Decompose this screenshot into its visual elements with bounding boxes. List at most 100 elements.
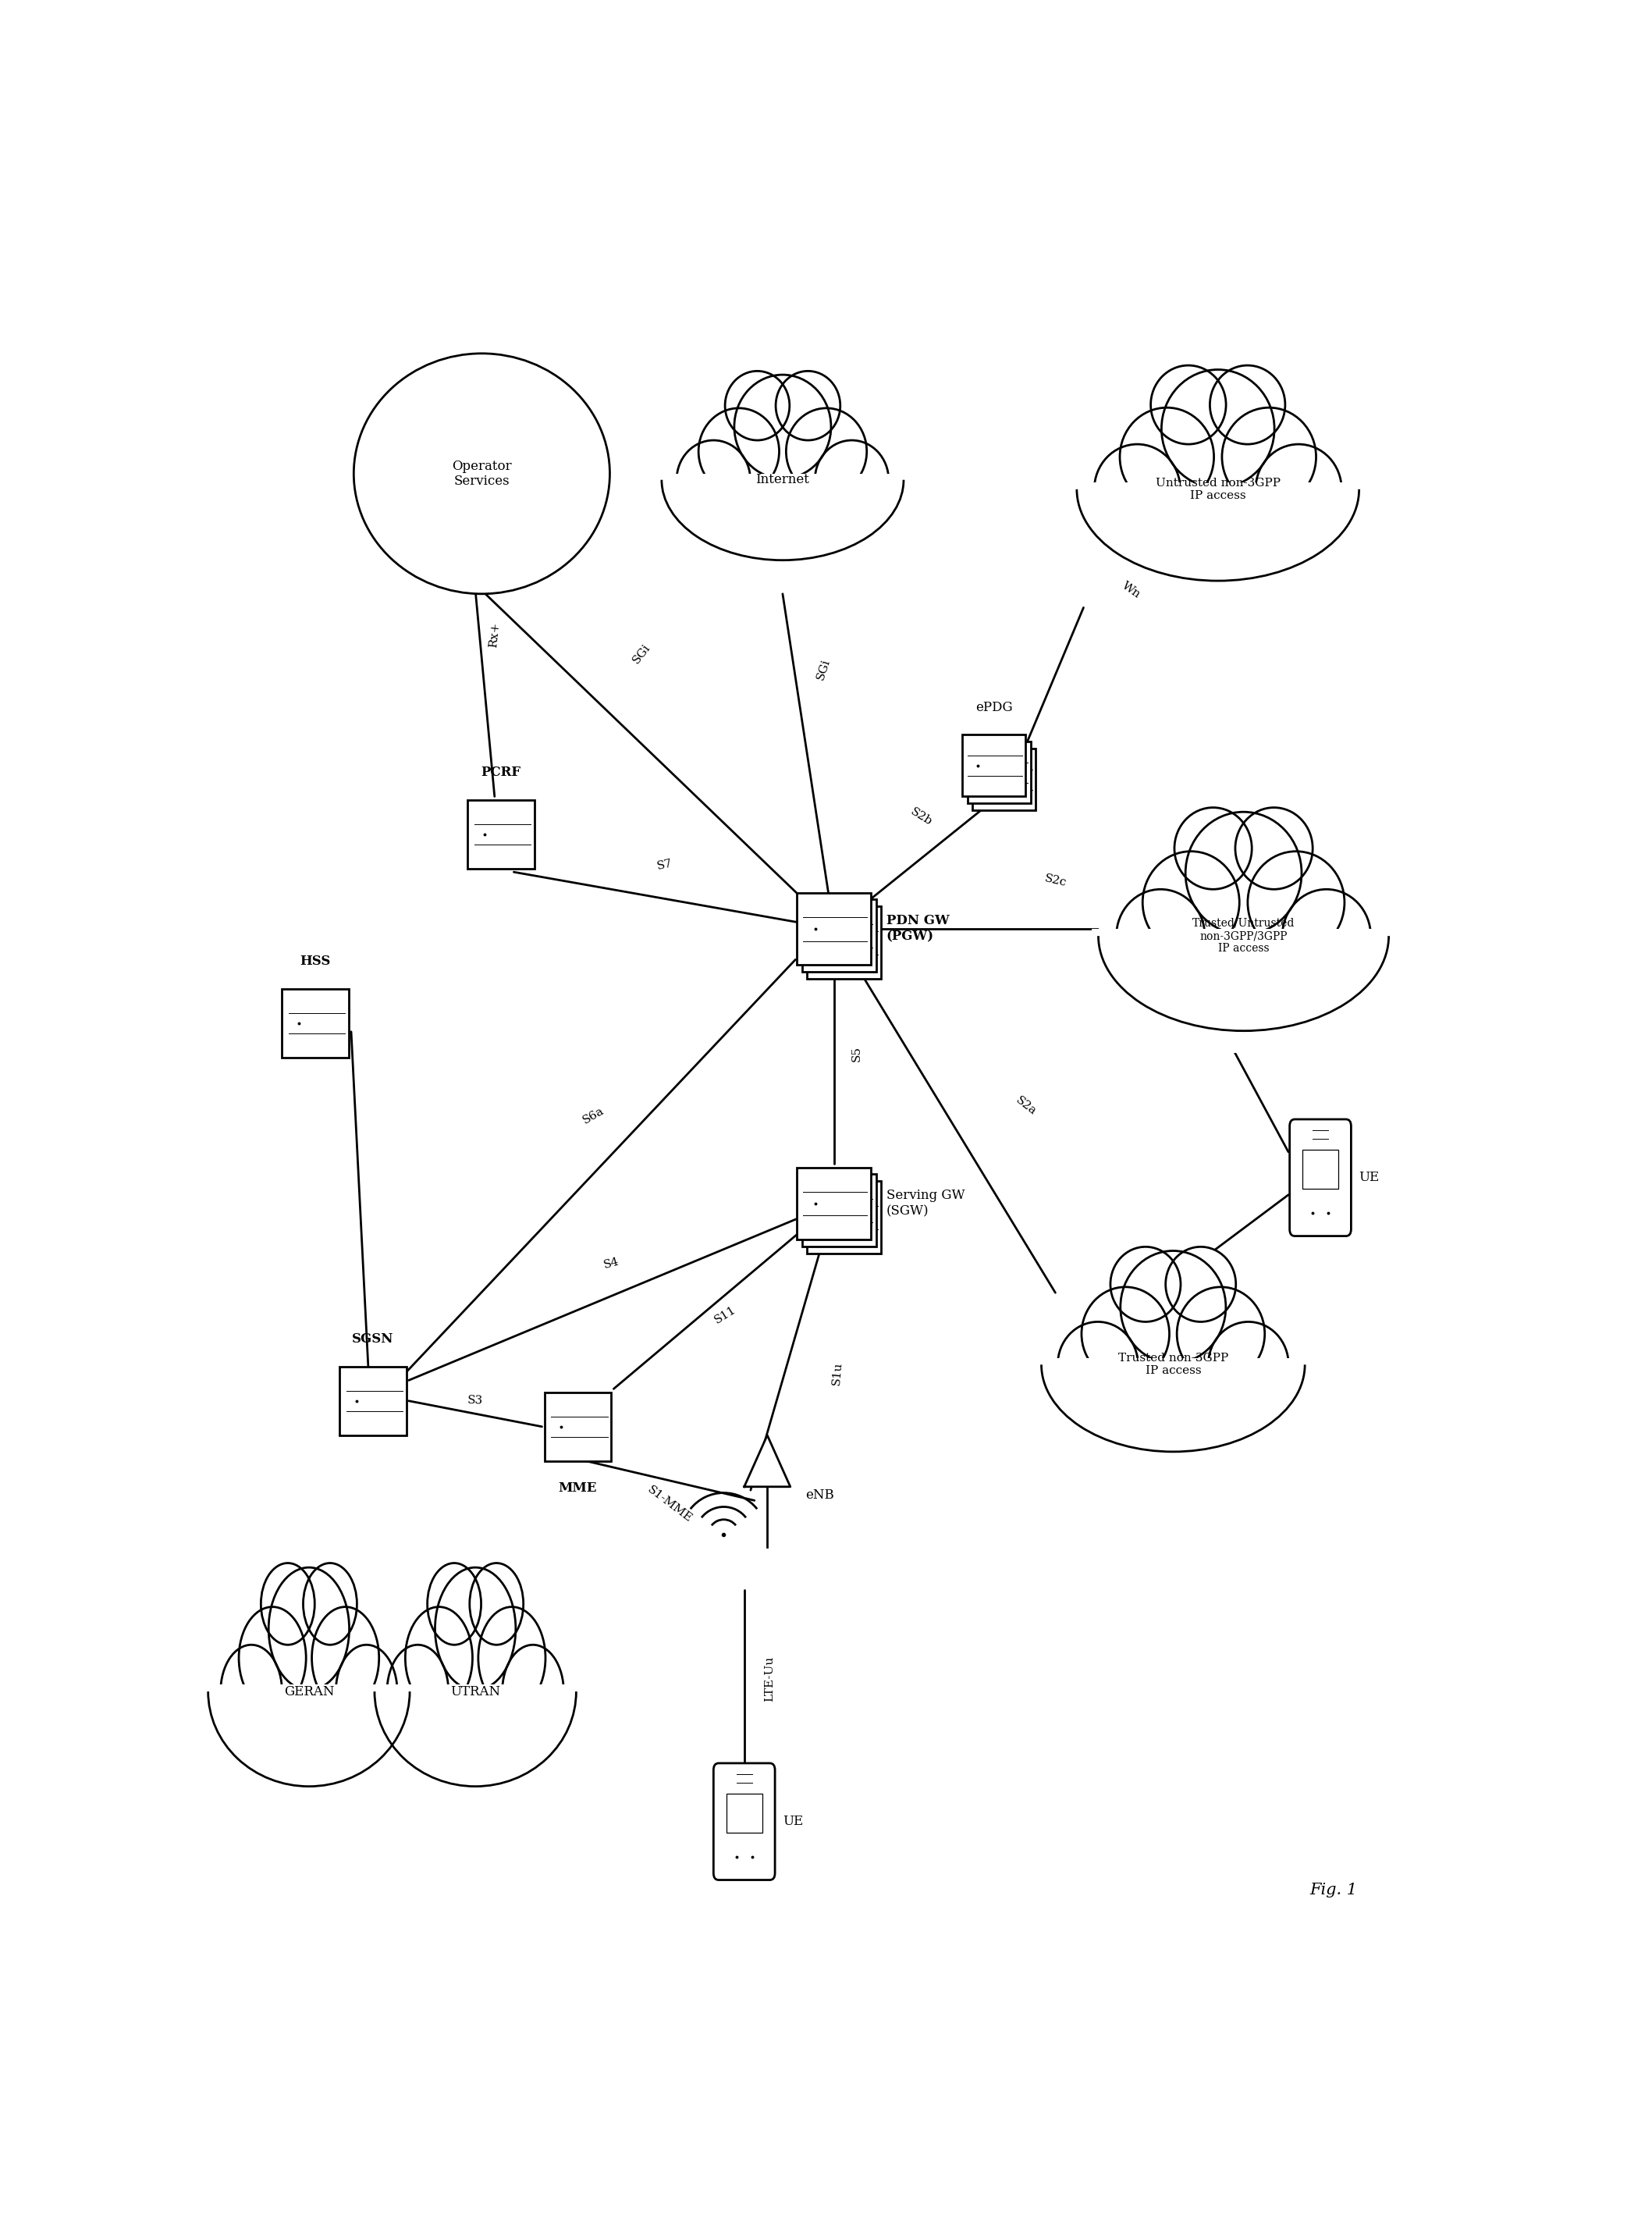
Ellipse shape — [699, 408, 780, 495]
Ellipse shape — [312, 1608, 378, 1708]
Ellipse shape — [434, 1568, 515, 1690]
Ellipse shape — [1120, 408, 1214, 506]
Ellipse shape — [269, 1568, 349, 1690]
Ellipse shape — [1256, 444, 1341, 535]
Ellipse shape — [1175, 807, 1252, 890]
Text: MME: MME — [558, 1481, 596, 1494]
Ellipse shape — [776, 370, 841, 439]
Ellipse shape — [677, 439, 750, 520]
Ellipse shape — [1166, 1247, 1236, 1322]
Ellipse shape — [208, 1597, 410, 1786]
Text: Rx+: Rx+ — [487, 622, 501, 649]
Ellipse shape — [1117, 890, 1204, 983]
Ellipse shape — [1143, 852, 1239, 954]
Text: ePDG: ePDG — [975, 700, 1013, 714]
FancyBboxPatch shape — [370, 1684, 582, 1809]
FancyBboxPatch shape — [806, 905, 881, 979]
Text: SGi: SGi — [631, 642, 653, 667]
Ellipse shape — [1161, 370, 1274, 488]
Text: S2a: S2a — [1014, 1095, 1037, 1117]
Text: S11: S11 — [712, 1305, 738, 1327]
FancyBboxPatch shape — [801, 1175, 876, 1247]
Ellipse shape — [1094, 444, 1180, 535]
Text: S2b: S2b — [909, 807, 933, 827]
Text: S5: S5 — [851, 1046, 862, 1061]
Ellipse shape — [1099, 841, 1389, 1030]
FancyBboxPatch shape — [714, 1764, 775, 1880]
Text: SGi: SGi — [814, 658, 833, 682]
FancyBboxPatch shape — [545, 1392, 611, 1461]
Ellipse shape — [261, 1563, 314, 1646]
Ellipse shape — [221, 1646, 282, 1737]
Ellipse shape — [428, 1563, 481, 1646]
Ellipse shape — [1057, 1322, 1138, 1407]
Text: Operator
Services: Operator Services — [453, 459, 512, 488]
Ellipse shape — [1041, 1278, 1305, 1452]
FancyBboxPatch shape — [727, 1793, 762, 1833]
Ellipse shape — [387, 1646, 448, 1737]
Text: Trusted non-3GPP
IP access: Trusted non-3GPP IP access — [1118, 1354, 1227, 1376]
Text: eNB: eNB — [806, 1490, 834, 1503]
Text: Fig. 1: Fig. 1 — [1310, 1882, 1356, 1898]
FancyBboxPatch shape — [203, 1684, 415, 1809]
FancyBboxPatch shape — [1036, 1358, 1312, 1472]
Ellipse shape — [469, 1563, 524, 1646]
Ellipse shape — [814, 439, 889, 520]
Text: S6a: S6a — [580, 1106, 606, 1126]
Text: Trusted/Untrusted
non-3GPP/3GPP
IP access: Trusted/Untrusted non-3GPP/3GPP IP acces… — [1193, 919, 1295, 954]
Text: HSS: HSS — [301, 954, 330, 968]
FancyBboxPatch shape — [973, 749, 1036, 809]
Ellipse shape — [725, 370, 790, 439]
Ellipse shape — [786, 408, 867, 495]
Ellipse shape — [354, 352, 610, 593]
Ellipse shape — [1077, 397, 1360, 580]
FancyBboxPatch shape — [806, 1182, 881, 1253]
FancyBboxPatch shape — [796, 892, 871, 966]
FancyBboxPatch shape — [961, 734, 1026, 796]
Ellipse shape — [1282, 890, 1371, 983]
Ellipse shape — [477, 1608, 545, 1708]
Ellipse shape — [1209, 366, 1285, 444]
Ellipse shape — [240, 1608, 306, 1708]
Text: S2c: S2c — [1042, 872, 1067, 888]
Text: S1u: S1u — [831, 1360, 844, 1385]
Ellipse shape — [1208, 1322, 1289, 1407]
FancyBboxPatch shape — [801, 899, 876, 972]
Ellipse shape — [1082, 1287, 1170, 1380]
Text: Serving GW
(SGW): Serving GW (SGW) — [887, 1189, 965, 1218]
FancyBboxPatch shape — [796, 1166, 871, 1240]
Ellipse shape — [405, 1608, 472, 1708]
FancyBboxPatch shape — [340, 1367, 406, 1436]
FancyBboxPatch shape — [1092, 928, 1396, 1053]
Ellipse shape — [1236, 807, 1313, 890]
FancyBboxPatch shape — [656, 473, 909, 580]
FancyBboxPatch shape — [468, 801, 534, 870]
Text: UE: UE — [1360, 1171, 1379, 1184]
Ellipse shape — [1222, 408, 1317, 506]
Ellipse shape — [1110, 1247, 1181, 1322]
FancyBboxPatch shape — [282, 988, 349, 1057]
Ellipse shape — [1186, 812, 1302, 934]
Ellipse shape — [1176, 1287, 1265, 1380]
Ellipse shape — [375, 1597, 577, 1786]
Ellipse shape — [335, 1646, 396, 1737]
FancyBboxPatch shape — [968, 743, 1031, 803]
Text: Wn: Wn — [1120, 580, 1142, 600]
Text: PDN GW
(PGW): PDN GW (PGW) — [887, 914, 950, 943]
Text: PCRF: PCRF — [481, 767, 520, 778]
Text: S7: S7 — [656, 859, 674, 872]
Text: Internet: Internet — [755, 473, 809, 486]
FancyBboxPatch shape — [1070, 482, 1366, 602]
FancyBboxPatch shape — [1302, 1151, 1338, 1189]
Text: GERAN: GERAN — [284, 1686, 334, 1697]
Text: UE: UE — [783, 1815, 803, 1829]
Text: UTRAN: UTRAN — [451, 1686, 501, 1697]
Ellipse shape — [502, 1646, 563, 1737]
Polygon shape — [743, 1436, 790, 1487]
Ellipse shape — [304, 1563, 357, 1646]
Ellipse shape — [1151, 366, 1226, 444]
Text: S3: S3 — [468, 1396, 484, 1407]
Text: S4: S4 — [601, 1255, 620, 1271]
FancyBboxPatch shape — [1290, 1119, 1351, 1235]
Ellipse shape — [733, 375, 831, 479]
